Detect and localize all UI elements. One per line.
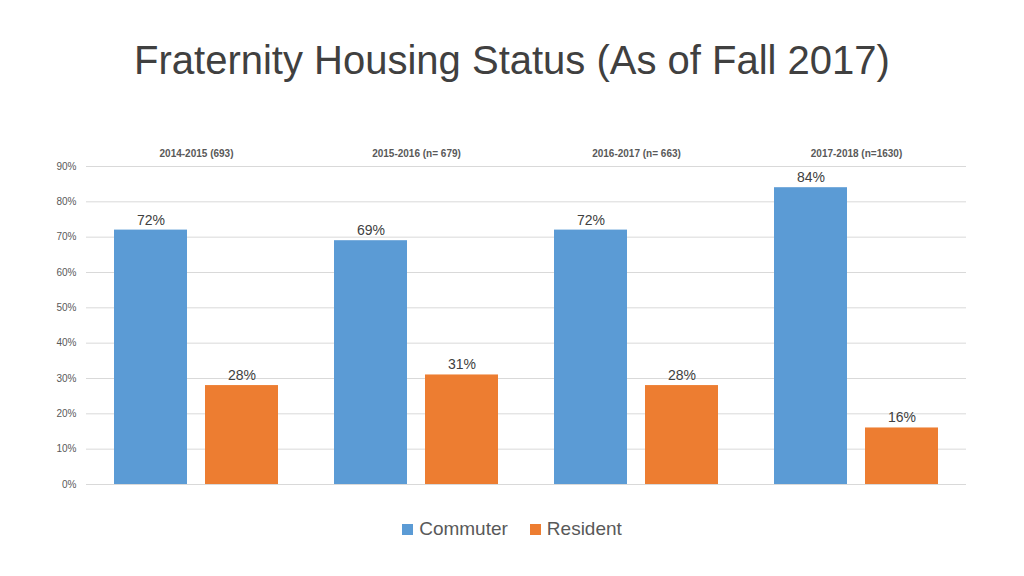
svg-text:2017-2018 (n=1630): 2017-2018 (n=1630) bbox=[811, 148, 902, 159]
html-text:Commuter: Commuter bbox=[419, 518, 508, 539]
html-text:Resident: Resident bbox=[546, 518, 622, 539]
svg-text:31%: 31% bbox=[448, 356, 476, 372]
svg-text:84%: 84% bbox=[797, 169, 825, 185]
svg-text:30%: 30% bbox=[56, 373, 76, 384]
svg-text:72%: 72% bbox=[137, 212, 165, 228]
svg-text:16%: 16% bbox=[888, 409, 916, 425]
svg-text:2016-2017 (n= 663): 2016-2017 (n= 663) bbox=[592, 148, 681, 159]
svg-text:20%: 20% bbox=[56, 408, 76, 419]
svg-text:0%: 0% bbox=[62, 479, 77, 490]
svg-text:60%: 60% bbox=[56, 267, 76, 278]
html-text:Fraternity Housing Status (As: Fraternity Housing Status (As of Fall 20… bbox=[134, 38, 890, 82]
svg-text:80%: 80% bbox=[56, 196, 76, 207]
svg-text:40%: 40% bbox=[56, 337, 76, 348]
svg-text:2015-2016 (n= 679): 2015-2016 (n= 679) bbox=[372, 148, 461, 159]
svg-text:50%: 50% bbox=[56, 302, 76, 313]
svg-text:69%: 69% bbox=[357, 222, 385, 238]
svg-text:90%: 90% bbox=[56, 161, 76, 172]
svg-text:2014-2015 (693): 2014-2015 (693) bbox=[160, 148, 234, 159]
svg-text:28%: 28% bbox=[668, 367, 696, 383]
svg-text:28%: 28% bbox=[228, 367, 256, 383]
svg-text:72%: 72% bbox=[577, 212, 605, 228]
svg-text:70%: 70% bbox=[56, 231, 76, 242]
svg-text:10%: 10% bbox=[56, 443, 76, 454]
